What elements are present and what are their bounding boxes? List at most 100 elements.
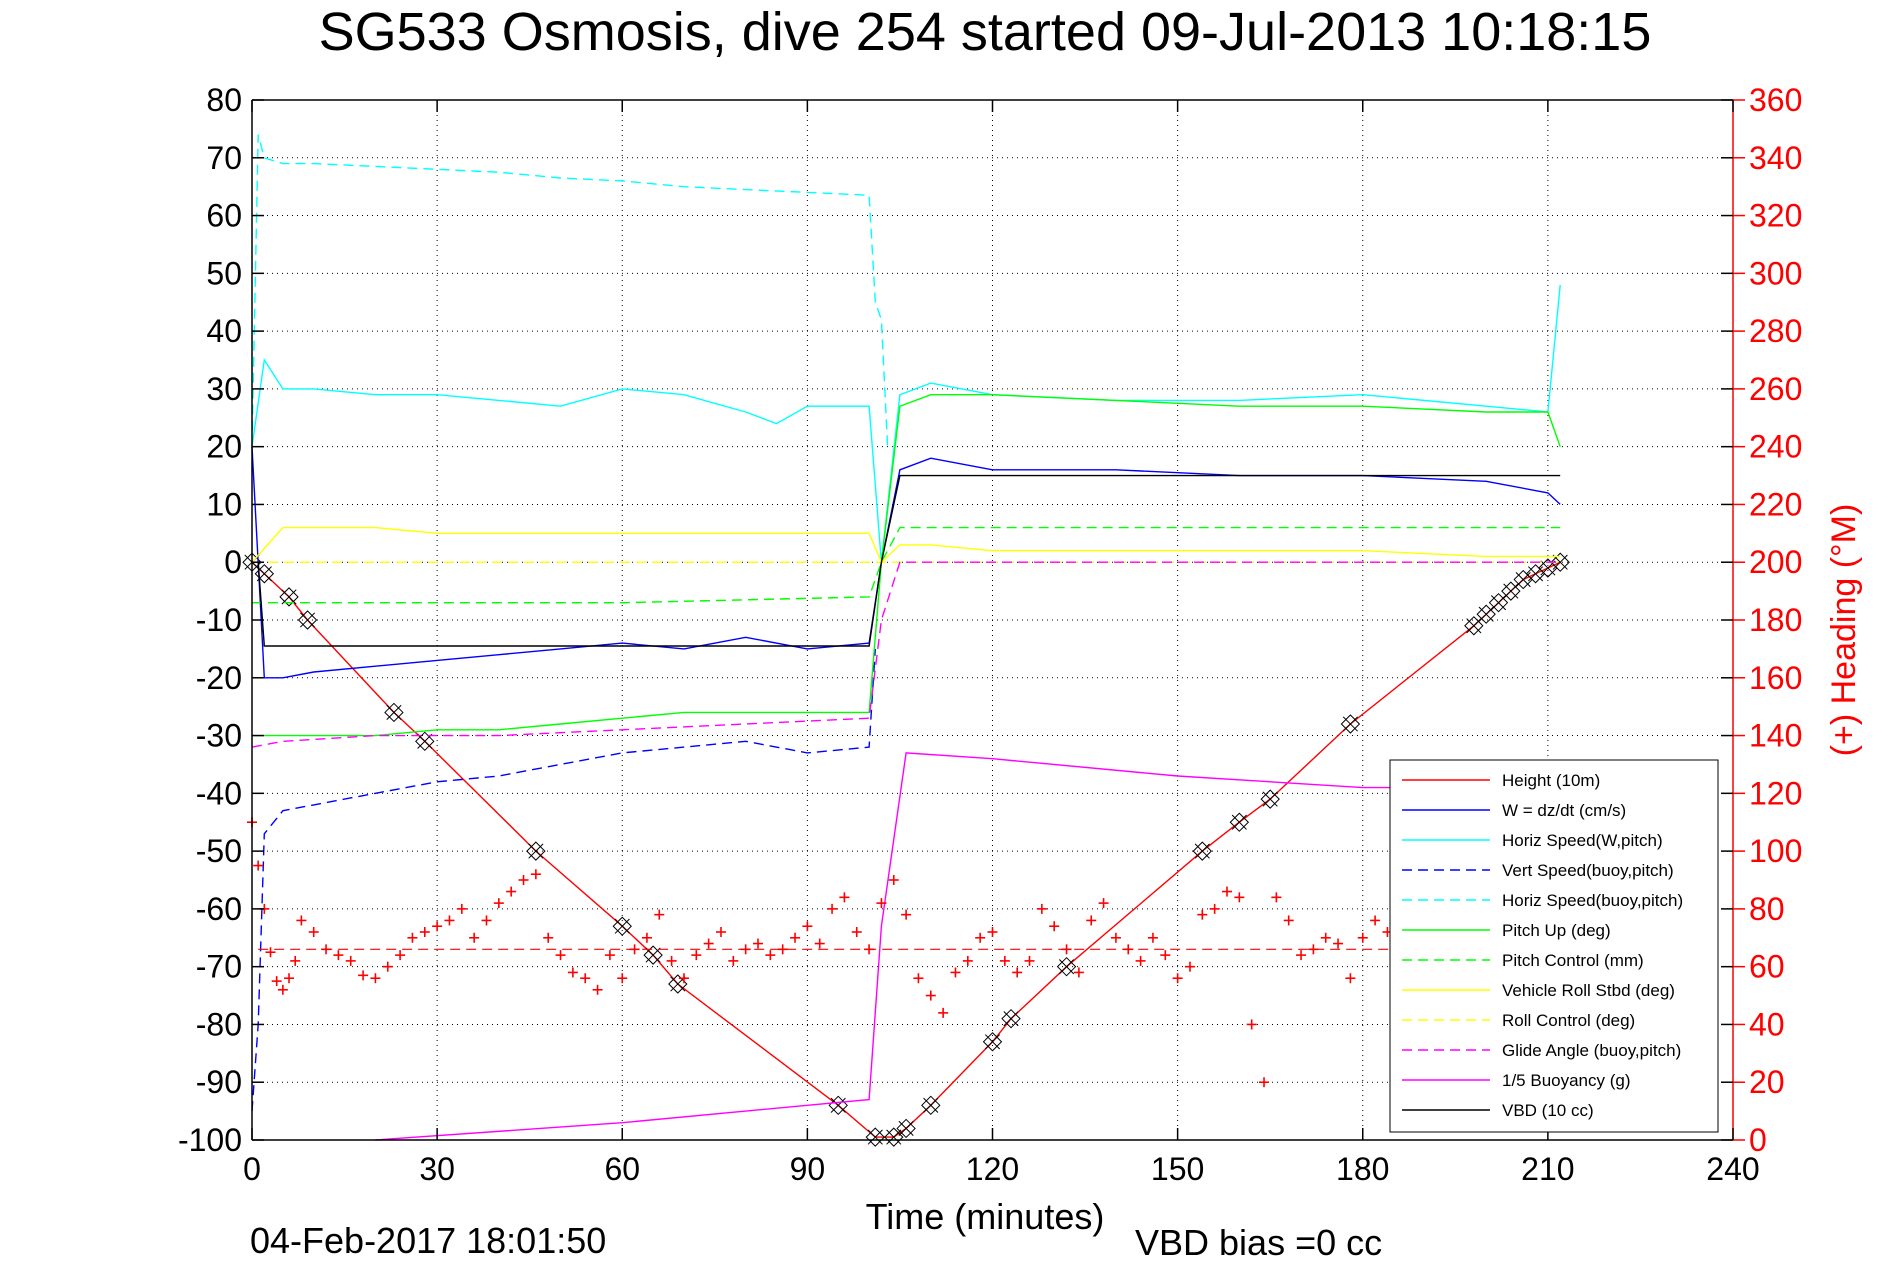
heading-marker <box>1246 1019 1257 1030</box>
heading-marker <box>728 955 739 966</box>
heading-marker <box>419 927 430 937</box>
footer-timestamp: 04-Feb-2017 18:01:50 <box>250 1220 606 1261</box>
heading-marker <box>1160 950 1171 961</box>
heading-marker <box>1296 950 1307 961</box>
heading-marker <box>1234 892 1245 903</box>
height-marker <box>612 916 632 936</box>
y2-tick-label: 100 <box>1749 833 1802 869</box>
y2-tick-label: 340 <box>1749 140 1802 176</box>
y-tick-label: 10 <box>206 486 242 522</box>
footer-vbd-bias: VBD bias =0 cc <box>1135 1222 1382 1262</box>
legend-label: Pitch Up (deg) <box>1502 921 1611 940</box>
y-tick-label: -40 <box>196 775 242 811</box>
legend-item: Pitch Control (mm) <box>1402 951 1644 970</box>
legend-item: Pitch Up (deg) <box>1402 921 1611 940</box>
heading-marker <box>1209 903 1220 914</box>
legend: Height (10m) W = dz/dt (cm/s) Horiz Speed(… <box>1389 759 1719 1133</box>
y-tick-label: 50 <box>206 255 242 291</box>
heading-marker <box>703 938 714 949</box>
legend-item: 1/5 Buoyancy (g) <box>1402 1071 1631 1090</box>
height-marker <box>1192 841 1213 861</box>
x-tick-label: 60 <box>604 1151 640 1187</box>
heading-marker <box>530 869 541 880</box>
height-marker <box>1229 812 1250 832</box>
heading-marker <box>1320 932 1331 943</box>
y2-tick-label: 160 <box>1749 660 1802 696</box>
legend-label: Roll Control (deg) <box>1502 1011 1635 1030</box>
heading-marker <box>432 921 443 932</box>
legend-label: Horiz Speed(buoy,pitch) <box>1502 891 1683 910</box>
legend-label: Pitch Control (mm) <box>1502 951 1644 970</box>
y2-tick-label: 180 <box>1749 602 1802 638</box>
heading-marker <box>469 932 480 943</box>
y-tick-label: 30 <box>206 371 242 407</box>
y2-tick-label: 280 <box>1749 313 1802 349</box>
legend-label: Horiz Speed(W,pitch) <box>1502 831 1663 850</box>
heading-marker <box>913 973 924 984</box>
heading-marker <box>1110 932 1121 943</box>
heading-marker <box>284 973 295 984</box>
heading-marker <box>802 921 813 932</box>
heading-marker <box>592 984 603 995</box>
height-marker <box>1464 616 1484 636</box>
y2-tick-label: 220 <box>1749 486 1802 522</box>
heading-marker <box>1024 955 1035 966</box>
x-tick-label: 210 <box>1521 1151 1574 1187</box>
y2-axis-label: (+) Heading (°M) <box>1825 504 1863 757</box>
legend-item: Height (10m) <box>1402 771 1600 790</box>
legend-label: VBD (10 cc) <box>1502 1101 1594 1120</box>
heading-marker <box>604 950 615 961</box>
y-tick-label: -80 <box>196 1006 242 1042</box>
y-tick-label: 40 <box>206 313 242 349</box>
legend-item: Horiz Speed(buoy,pitch) <box>1402 891 1683 910</box>
y2-tick-label: 140 <box>1749 718 1802 754</box>
heading-marker <box>395 950 406 961</box>
heading-marker <box>678 973 689 984</box>
heading-marker <box>938 1007 949 1018</box>
legend-item: Horiz Speed(W,pitch) <box>1402 831 1663 850</box>
y-tick-label: 20 <box>206 429 242 465</box>
legend-label: W = dz/dt (cm/s) <box>1502 801 1626 820</box>
height-marker <box>921 1095 941 1116</box>
height-marker <box>865 1127 885 1147</box>
heading-marker <box>555 950 566 961</box>
heading-marker <box>629 944 640 955</box>
heading-marker <box>876 898 887 909</box>
heading-marker <box>308 927 319 937</box>
heading-marker <box>1197 909 1208 920</box>
x-axis-label: Time (minutes) <box>866 1196 1105 1237</box>
series-line <box>252 394 1561 737</box>
y2-tick-label: 40 <box>1749 1006 1785 1042</box>
height-marker <box>1001 1008 1021 1029</box>
height-marker <box>1501 581 1521 601</box>
chart-title: SG533 Osmosis, dive 254 started 09-Jul-2… <box>319 2 1652 62</box>
heading-marker <box>851 927 862 937</box>
x-tick-label: 150 <box>1151 1151 1204 1187</box>
heading-marker <box>506 886 517 897</box>
heading-marker <box>456 903 467 914</box>
heading-marker <box>277 984 288 995</box>
height-marker <box>896 1118 916 1139</box>
heading-marker <box>1049 921 1060 932</box>
y-tick-label: -70 <box>196 949 242 985</box>
legend-item: Vehicle Roll Stbd (deg) <box>1402 981 1675 1000</box>
heading-marker <box>370 973 381 984</box>
heading-marker <box>1259 1077 1270 1088</box>
heading-marker <box>901 909 912 920</box>
legend-item: Glide Angle (buoy,pitch) <box>1402 1041 1681 1060</box>
height-marker <box>279 587 299 607</box>
series-line <box>257 474 1561 647</box>
series-line <box>251 561 1561 748</box>
x-tick-label: 180 <box>1336 1151 1389 1187</box>
heading-marker <box>950 967 961 978</box>
legend-item: VBD (10 cc) <box>1402 1101 1594 1120</box>
legend-label: Vehicle Roll Stbd (deg) <box>1502 981 1675 1000</box>
heading-marker <box>1221 886 1232 897</box>
heading-marker <box>617 973 628 984</box>
height-marker <box>1260 789 1280 809</box>
height-marker <box>643 945 663 965</box>
heading-marker <box>1123 944 1134 955</box>
heading-marker <box>654 909 665 920</box>
heading-marker <box>333 950 344 961</box>
